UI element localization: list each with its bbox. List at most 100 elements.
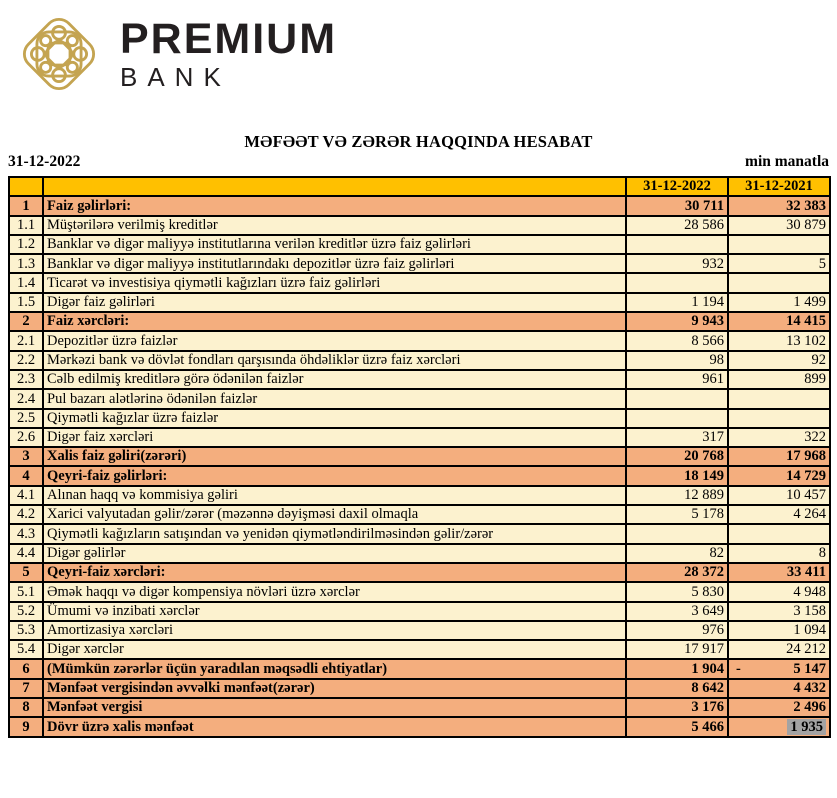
row-label: Ümumi və inzibati xərclər bbox=[42, 600, 627, 622]
table-row: 2.1 Depozitlər üzrə faizlər 8 566 13 102 bbox=[8, 330, 831, 352]
table-row: 2 Faiz xərcləri: 9 943 14 415 bbox=[8, 311, 831, 333]
value-2022 bbox=[625, 523, 729, 545]
table-row: 5.4 Digər xərclər 17 917 24 212 bbox=[8, 639, 831, 661]
table-row: 2.2 Mərkəzi bank və dövlət fondları qarşı… bbox=[8, 349, 831, 371]
value-2021: 899 bbox=[727, 368, 831, 391]
value-2021: 14 729 bbox=[727, 465, 831, 487]
row-label: Xalis faiz gəliri(zərəri) bbox=[42, 446, 627, 468]
report-title: MƏFƏƏT VƏ ZƏRƏR HAQQINDA HESABAT bbox=[244, 132, 593, 151]
row-number: 4.2 bbox=[8, 504, 44, 526]
table-row: 8 Mənfəət vergisi 3 176 2 496 bbox=[8, 697, 831, 719]
value-2022: 8 566 bbox=[625, 330, 729, 352]
value-2022: 12 889 bbox=[625, 484, 729, 507]
row-number: 7 bbox=[8, 677, 44, 700]
value-2022: 3 649 bbox=[625, 600, 729, 622]
row-label: Banklar və digər maliyyə institutlarında… bbox=[42, 253, 627, 275]
row-number: 5.4 bbox=[8, 639, 44, 661]
value-2022: 9 943 bbox=[625, 311, 729, 333]
table-row: 5.1 Əmək haqqı və digər kompensiya növlər… bbox=[8, 581, 831, 603]
value-2021 bbox=[727, 388, 831, 410]
value-2021: 10 457 bbox=[727, 484, 831, 507]
value-2021: 24 212 bbox=[727, 639, 831, 661]
value-2021: 32 383 bbox=[727, 195, 831, 217]
row-label: Müştərilərə verilmiş kreditlər bbox=[42, 214, 627, 236]
row-label: Əmək haqqı və digər kompensiya növləri ü… bbox=[42, 581, 627, 603]
value-2022 bbox=[625, 407, 729, 429]
table-row: 2.6 Digər faiz xərcləri 317 322 bbox=[8, 426, 831, 449]
table-row: 4.4 Digər gəlirlər 82 8 bbox=[8, 542, 831, 564]
row-label: Alınan haqq və kommisiya gəliri bbox=[42, 484, 627, 507]
table-row: 5 Qeyri-faiz xərcləri: 28 372 33 411 bbox=[8, 561, 831, 584]
row-label: (Mümkün zərərlər üçün yaradılan məqsədli… bbox=[42, 658, 627, 680]
value-2021: - 5 147 bbox=[727, 658, 831, 680]
row-label: Qiymətli kağızlar üzrə faizlər bbox=[42, 407, 627, 429]
value-2021: 1 094 bbox=[727, 619, 831, 642]
value-2021: 3 158 bbox=[727, 600, 831, 622]
row-number: 2.4 bbox=[8, 388, 44, 410]
value-2022: 28 586 bbox=[625, 214, 729, 236]
row-label: Faiz xərcləri: bbox=[42, 311, 627, 333]
row-label: Digər faiz xərcləri bbox=[42, 426, 627, 449]
value-2022: 1 904 bbox=[625, 658, 729, 680]
row-label: Depozitlər üzrə faizlər bbox=[42, 330, 627, 352]
row-label: Mərkəzi bank və dövlət fondları qarşısın… bbox=[42, 349, 627, 371]
row-label: Xarici valyutadan gəlir/zərər (məzənnə d… bbox=[42, 504, 627, 526]
row-number: 4 bbox=[8, 465, 44, 487]
row-number: 1.4 bbox=[8, 272, 44, 294]
value-2021: 1 935 bbox=[727, 716, 831, 738]
highlighted-value: 1 935 bbox=[787, 719, 826, 735]
value-2022: 18 149 bbox=[625, 465, 729, 487]
logo-wordmark: PREMIUM BANK bbox=[120, 18, 337, 91]
row-number: 2.1 bbox=[8, 330, 44, 352]
table-row: 1.4 Ticarət və investisiya qiymətli kağız… bbox=[8, 272, 831, 294]
header-label-cell bbox=[42, 175, 627, 198]
header-col-2021: 31-12-2021 bbox=[727, 175, 831, 198]
value-2021: 30 879 bbox=[727, 214, 831, 236]
table-row: 1.2 Banklar və digər maliyyə institutları… bbox=[8, 233, 831, 256]
row-label: Ticarət və investisiya qiymətli kağızlar… bbox=[42, 272, 627, 294]
value-2021 bbox=[727, 523, 831, 545]
row-label: Mənfəət vergisi bbox=[42, 697, 627, 719]
value-2021: 5 bbox=[727, 253, 831, 275]
value-2021: 322 bbox=[727, 426, 831, 449]
table-header-row: 31-12-2022 31-12-2021 bbox=[8, 175, 831, 198]
value-2021: 33 411 bbox=[727, 561, 831, 584]
row-label: Cəlb edilmiş kreditlərə görə ödənilən fa… bbox=[42, 368, 627, 391]
value-2022: 98 bbox=[625, 349, 729, 371]
row-number: 2.6 bbox=[8, 426, 44, 449]
row-number: 4.1 bbox=[8, 484, 44, 507]
row-number: 2.5 bbox=[8, 407, 44, 429]
value-2022: 5 830 bbox=[625, 581, 729, 603]
value-2021: 2 496 bbox=[727, 697, 831, 719]
value-2021: 92 bbox=[727, 349, 831, 371]
premium-bank-logo: PREMIUM BANK bbox=[12, 8, 337, 100]
row-number: 5.1 bbox=[8, 581, 44, 603]
table-row: 1.1 Müştərilərə verilmiş kreditlər 28 586 3… bbox=[8, 214, 831, 236]
value-2021: 4 948 bbox=[727, 581, 831, 603]
value-2022: 17 917 bbox=[625, 639, 729, 661]
row-label: Digər faiz gəlirləri bbox=[42, 291, 627, 314]
row-number: 2 bbox=[8, 311, 44, 333]
negative-sign: - bbox=[736, 660, 741, 677]
row-number: 1.1 bbox=[8, 214, 44, 236]
value-2022: 8 642 bbox=[625, 677, 729, 700]
row-number: 5.3 bbox=[8, 619, 44, 642]
header-col-2022: 31-12-2022 bbox=[625, 175, 729, 198]
row-label: Digər gəlirlər bbox=[42, 542, 627, 564]
table-row: 4 Qeyri-faiz gəlirləri: 18 149 14 729 bbox=[8, 465, 831, 487]
row-number: 4.4 bbox=[8, 542, 44, 564]
value-2021 bbox=[727, 272, 831, 294]
value-2022: 28 372 bbox=[625, 561, 729, 584]
value-2022: 30 711 bbox=[625, 195, 729, 217]
value-2021: 13 102 bbox=[727, 330, 831, 352]
table-row: 2.4 Pul bazarı alətlərinə ödənilən faizlə… bbox=[8, 388, 831, 410]
value-2022: 976 bbox=[625, 619, 729, 642]
value-2022: 317 bbox=[625, 426, 729, 449]
table-row: 6 (Mümkün zərərlər üçün yaradılan məqsədl… bbox=[8, 658, 831, 680]
value-2022: 932 bbox=[625, 253, 729, 275]
table-row: 4.1 Alınan haqq və kommisiya gəliri 12 889… bbox=[8, 484, 831, 507]
row-label: Qiymətli kağızların satışından və yenidə… bbox=[42, 523, 627, 545]
table-row: 1 Faiz gəlirləri: 30 711 32 383 bbox=[8, 195, 831, 217]
row-label: Amortizasiya xərcləri bbox=[42, 619, 627, 642]
table-row: 2.5 Qiymətli kağızlar üzrə faizlər bbox=[8, 407, 831, 429]
